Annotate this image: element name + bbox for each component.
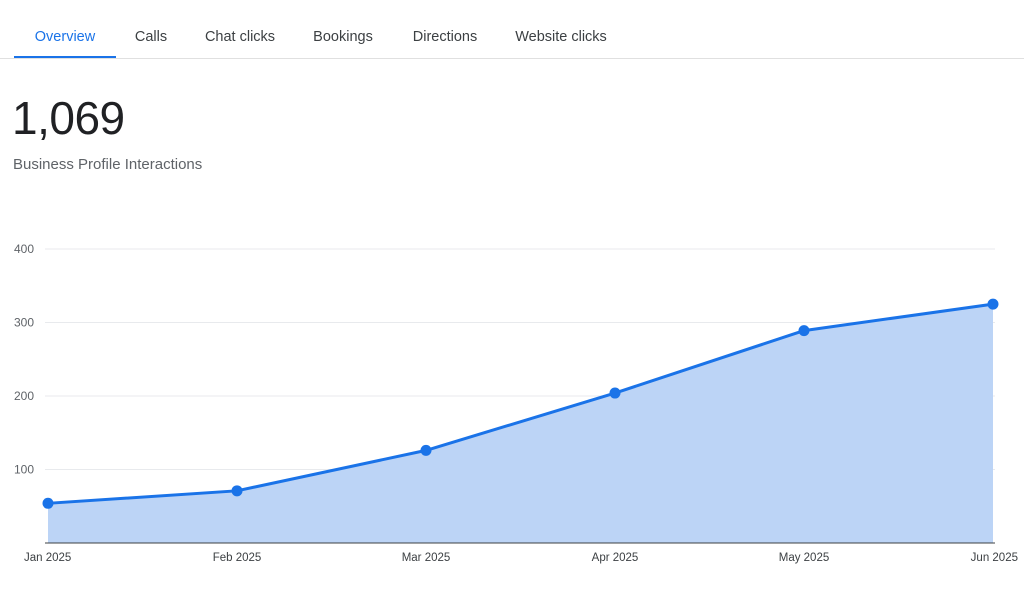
tab-bar: Overview Calls Chat clicks Bookings Dire… <box>0 0 1024 59</box>
x-tick-label: Mar 2025 <box>402 552 451 564</box>
data-point <box>987 298 999 310</box>
x-tick-label: Apr 2025 <box>592 552 639 564</box>
series-line <box>47 302 994 505</box>
series-area <box>48 304 993 543</box>
x-tick-label: Jun 2025 <box>971 552 1018 564</box>
y-tick-label: 100 <box>14 463 34 477</box>
tab-website-clicks[interactable]: Website clicks <box>515 29 607 45</box>
data-point <box>798 325 810 337</box>
tab-overview[interactable]: Overview <box>14 0 116 58</box>
tab-chat-clicks[interactable]: Chat clicks <box>204 29 276 45</box>
tab-directions[interactable]: Directions <box>412 29 478 45</box>
y-tick-label: 400 <box>14 242 34 256</box>
tab-bookings[interactable]: Bookings <box>313 29 373 45</box>
y-tick-label: 300 <box>14 316 34 330</box>
total-interactions-label: Business Profile Interactions <box>13 156 203 173</box>
data-point <box>609 387 621 399</box>
y-tick-label: 200 <box>14 389 34 403</box>
x-tick-label: May 2025 <box>779 552 830 564</box>
tab-calls[interactable]: Calls <box>134 29 168 45</box>
data-point <box>420 444 432 456</box>
total-interactions-value: 1,069 <box>12 92 125 144</box>
data-point <box>231 485 243 497</box>
data-point <box>42 497 54 509</box>
x-tick-label: Feb 2025 <box>213 552 262 564</box>
x-tick-label: Jan 2025 <box>24 552 71 564</box>
